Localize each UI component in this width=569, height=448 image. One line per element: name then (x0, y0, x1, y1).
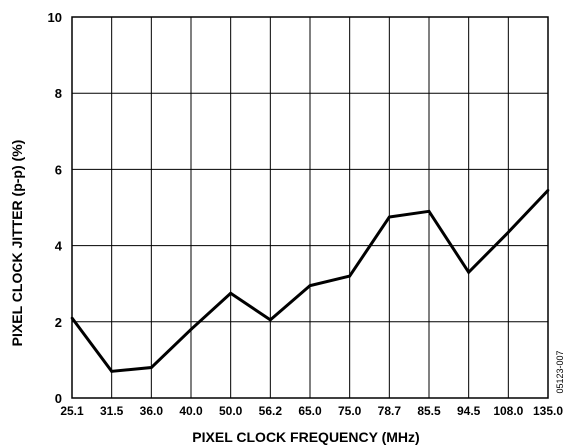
x-tick-label: 135.0 (533, 404, 563, 418)
y-axis-title: PIXEL CLOCK JITTER (p-p) (%) (9, 140, 25, 347)
x-tick-label: 40.0 (179, 404, 203, 418)
x-tick-label: 36.0 (140, 404, 164, 418)
data-point (427, 210, 431, 213)
chart-grid (72, 17, 548, 398)
data-point (348, 274, 351, 278)
data-point (388, 215, 391, 219)
data-point (150, 366, 153, 369)
x-tick-label: 85.5 (417, 404, 441, 418)
x-axis-title: PIXEL CLOCK FREQUENCY (MHz) (192, 429, 419, 445)
x-tick-label: 94.5 (457, 404, 481, 418)
y-tick-label: 4 (55, 239, 63, 254)
x-tick-label: 56.2 (259, 404, 283, 418)
data-point (189, 328, 193, 331)
data-point (110, 370, 113, 373)
y-tick-label: 10 (48, 10, 62, 25)
plot-area (71, 16, 549, 399)
x-tick-label: 25.1 (60, 404, 84, 418)
x-tick-label: 108.0 (493, 404, 523, 418)
x-tick-label: 31.5 (100, 404, 124, 418)
x-tick-label: 65.0 (298, 404, 322, 418)
series-group (70, 189, 550, 373)
plot-border (71, 16, 549, 399)
x-tick-label: 75.0 (338, 404, 362, 418)
y-tick-label: 0 (55, 391, 62, 406)
data-point (467, 270, 470, 274)
x-tick-label: 78.7 (378, 404, 402, 418)
data-point (269, 318, 272, 322)
x-tick-label: 50.0 (219, 404, 243, 418)
y-tick-label: 6 (55, 162, 62, 177)
x-tick-labels: 25.1 31.5 36.0 40.0 50.0 56.2 65.0 75.0 78.7 85.5… (60, 404, 563, 418)
data-point (546, 189, 550, 192)
data-point (229, 291, 232, 295)
y-tick-label: 8 (55, 86, 62, 101)
y-tick-labels: 0 2 4 6 8 10 (48, 10, 63, 406)
figure-code: 05123-007 (555, 350, 565, 393)
y-tick-label: 2 (55, 315, 62, 330)
data-point (507, 230, 510, 234)
data-point (308, 284, 312, 287)
data-point (70, 316, 74, 320)
